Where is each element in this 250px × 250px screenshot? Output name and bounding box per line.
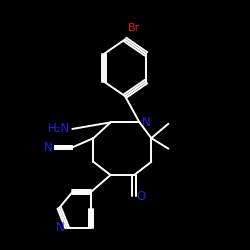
Text: H₂N: H₂N (48, 122, 70, 136)
Text: Br: Br (128, 23, 140, 33)
Text: N: N (142, 116, 151, 129)
Text: O: O (137, 190, 146, 202)
Text: N: N (56, 221, 64, 234)
Text: N: N (44, 141, 53, 154)
